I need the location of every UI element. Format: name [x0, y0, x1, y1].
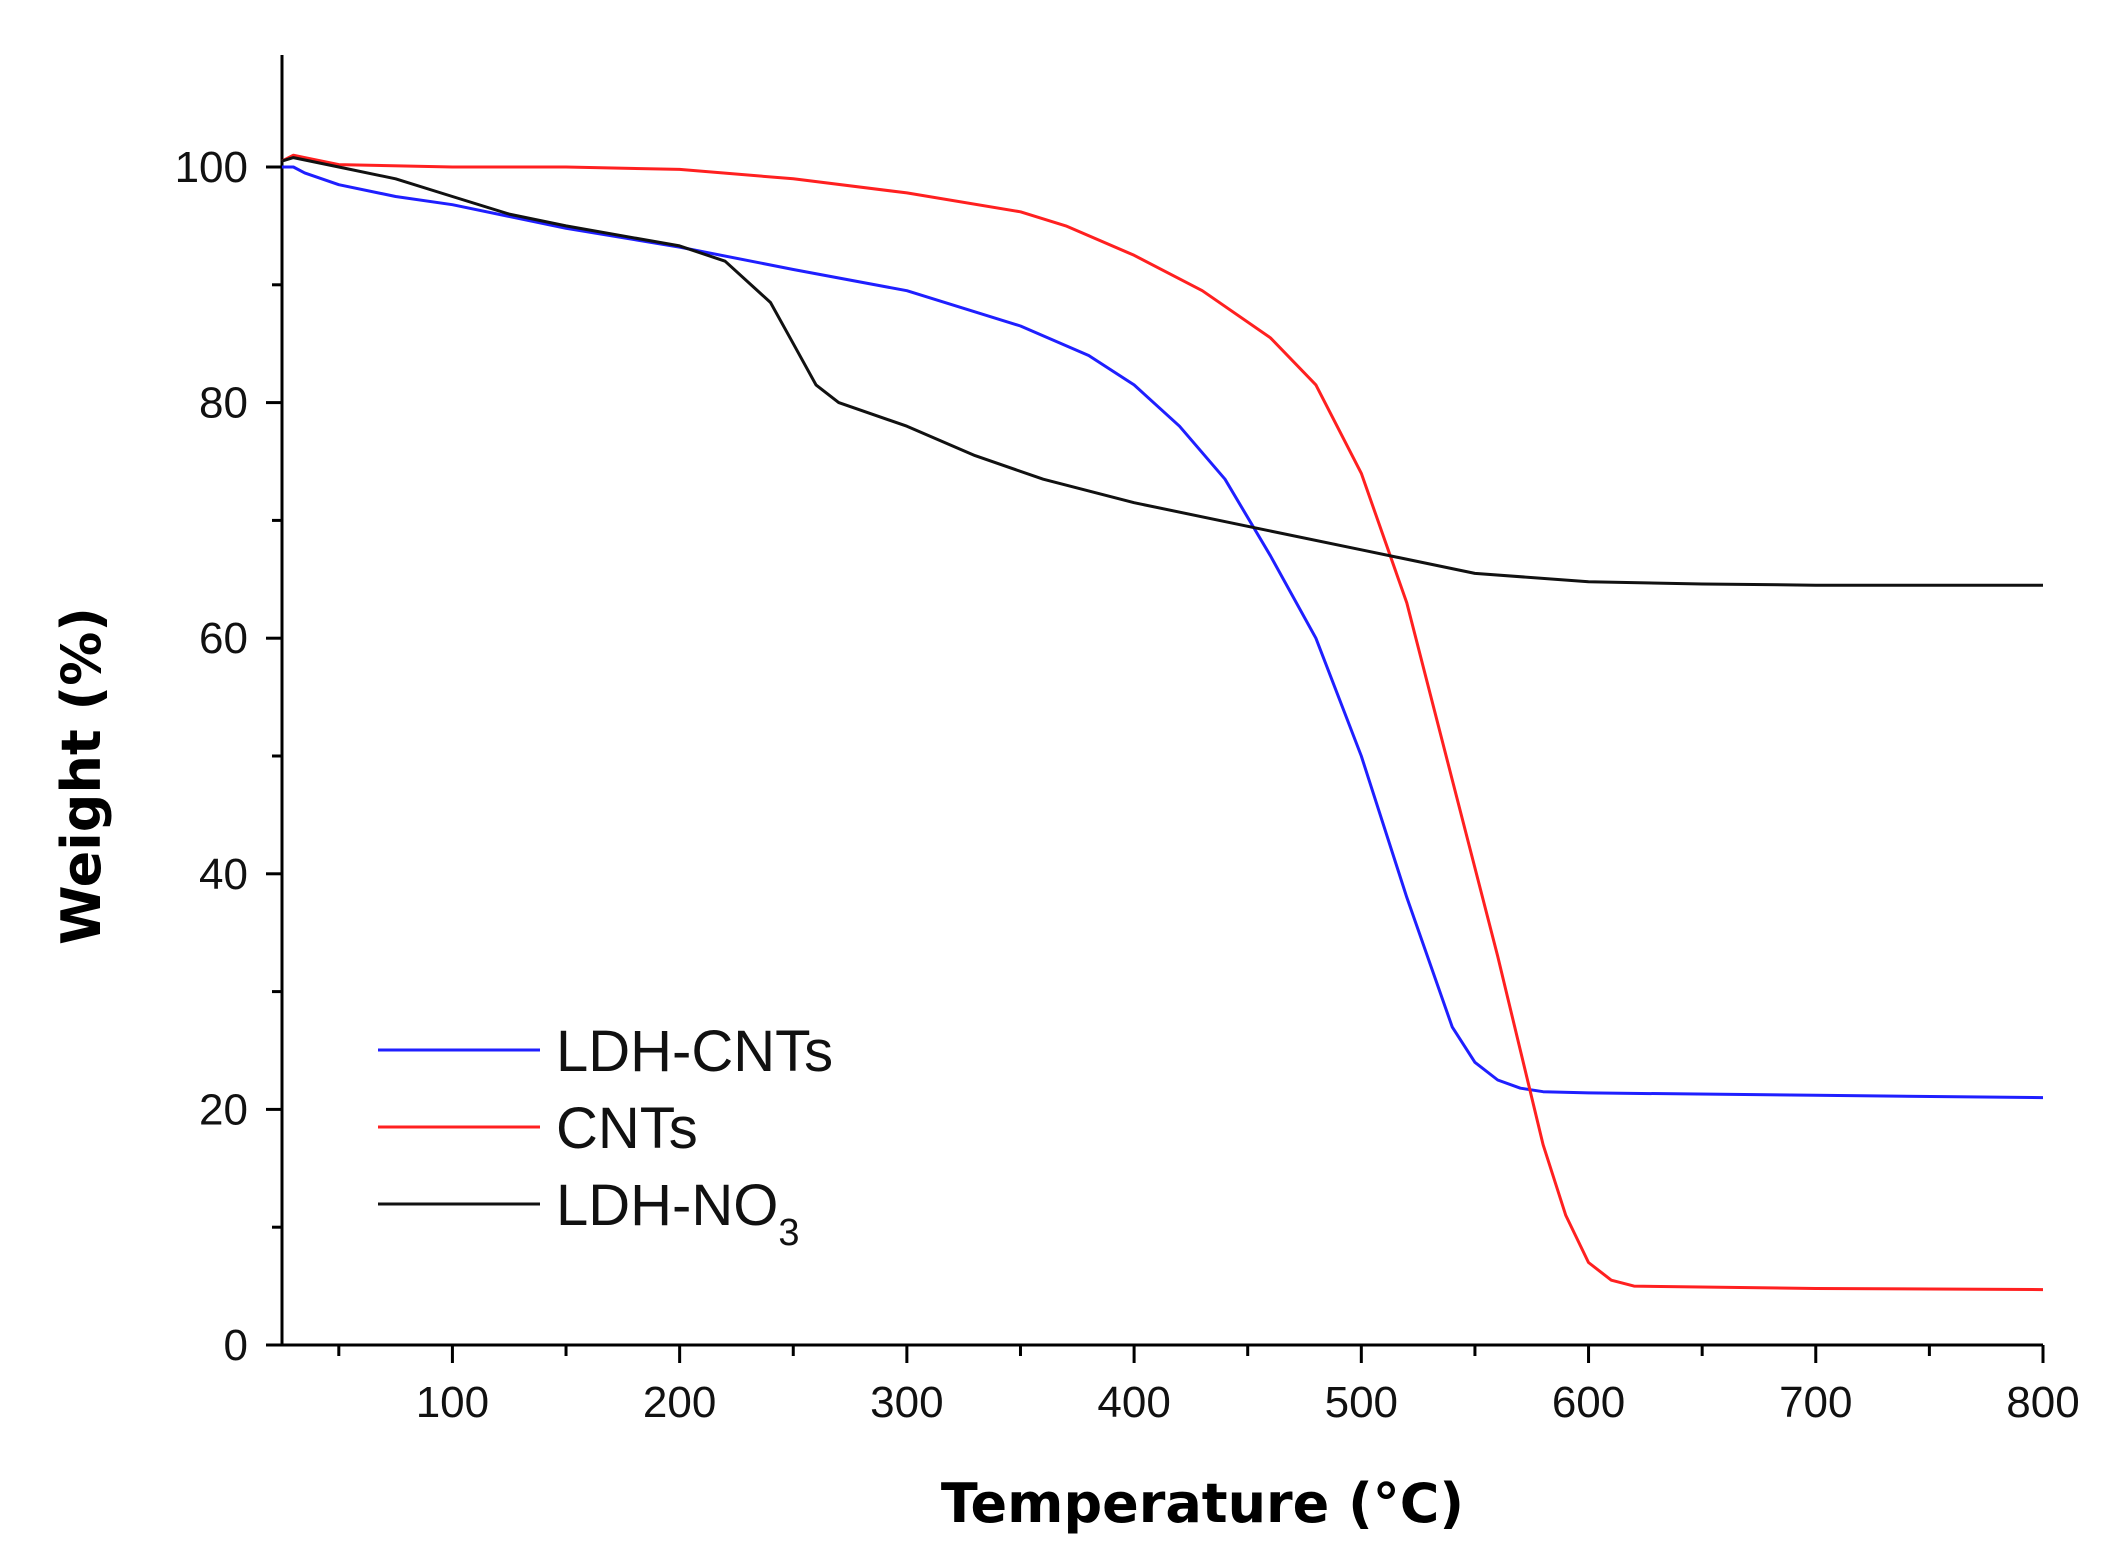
y-tick-label: 100: [175, 143, 248, 192]
legend-label: CNTs: [556, 1096, 698, 1161]
y-tick-label: 40: [199, 850, 248, 899]
x-tick-label: 600: [1552, 1378, 1625, 1427]
series-layer: [281, 153, 2044, 1292]
y-tick-label: 0: [224, 1321, 248, 1370]
x-tick-label: 500: [1325, 1378, 1398, 1427]
legend-label: LDH-NO3: [556, 1173, 799, 1254]
x-tick-label: 700: [1779, 1378, 1852, 1427]
series-line-cnts: [281, 153, 2044, 1292]
x-tick-label: 400: [1097, 1378, 1170, 1427]
y-tick-label: 80: [199, 379, 248, 428]
series-line-ldh-cnts: [282, 165, 2044, 1100]
x-tick-label: 800: [2006, 1378, 2079, 1427]
legend-label: LDH-CNTs: [556, 1019, 833, 1084]
y-axis-title: Weight (%): [50, 607, 113, 945]
axes: [280, 55, 2043, 1347]
legend: LDH-CNTs CNTs LDH-NO3: [378, 1019, 833, 1254]
x-axis-title: Temperature (°C): [941, 1472, 1464, 1535]
y-tick-label: 60: [199, 614, 248, 663]
x-tick-label: 300: [870, 1378, 943, 1427]
x-tick-label: 200: [643, 1378, 716, 1427]
series-line-ldh-no3: [281, 156, 2043, 587]
x-tick-label: 100: [416, 1378, 489, 1427]
y-tick-label: 20: [199, 1085, 248, 1134]
ticks: 100 200 300 400 500 600 700 800 0 20 40 60 80 100: [175, 143, 2080, 1427]
